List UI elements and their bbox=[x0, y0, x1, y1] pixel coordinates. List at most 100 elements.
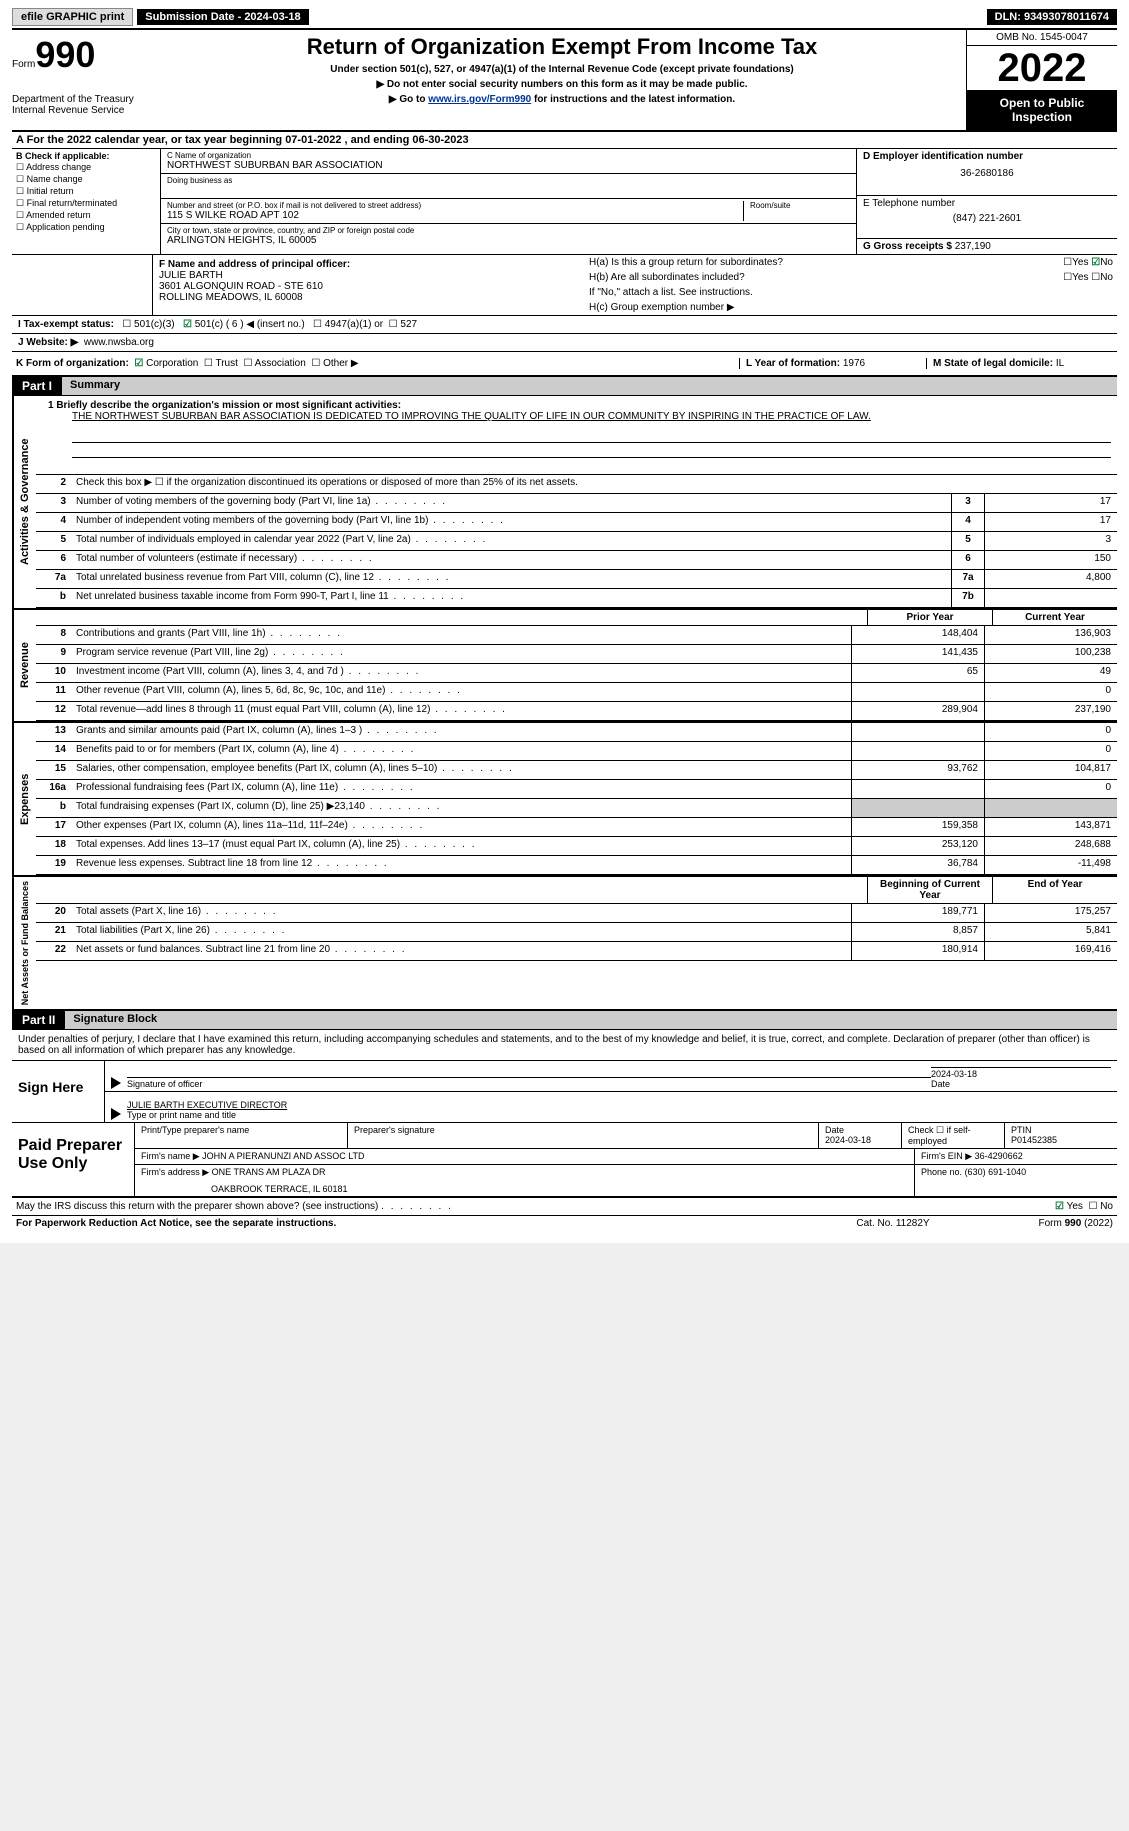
h-b-note: If "No," attach a list. See instructions… bbox=[585, 285, 1117, 300]
line-20: 20Total assets (Part X, line 16)189,7711… bbox=[36, 904, 1117, 923]
side-revenue: Revenue bbox=[12, 610, 36, 721]
paperwork-notice: For Paperwork Reduction Act Notice, see … bbox=[16, 1218, 813, 1229]
officer-addr1: 3601 ALGONQUIN ROAD - STE 610 bbox=[159, 281, 579, 292]
line-21: 21Total liabilities (Part X, line 26)8,8… bbox=[36, 923, 1117, 942]
city-cell: City or town, state or province, country… bbox=[161, 224, 856, 248]
h-b-row: H(b) Are all subordinates included? ☐Yes… bbox=[585, 270, 1117, 285]
header-mid: Return of Organization Exempt From Incom… bbox=[158, 30, 966, 130]
col-c-org-info: C Name of organization NORTHWEST SUBURBA… bbox=[161, 149, 856, 254]
city-state-zip: ARLINGTON HEIGHTS, IL 60005 bbox=[167, 235, 850, 246]
part-1-header-row: Part I Summary bbox=[12, 377, 1117, 396]
top-bar: efile GRAPHIC print Submission Date - 20… bbox=[12, 8, 1117, 26]
form-number: 990 bbox=[35, 34, 95, 75]
efile-print-button[interactable]: efile GRAPHIC print bbox=[12, 8, 133, 26]
row-j-website: J Website: ▶ www.nwsba.org bbox=[12, 334, 1117, 352]
line-3: 3Number of voting members of the governi… bbox=[36, 494, 1117, 513]
irs-label: Internal Revenue Service bbox=[12, 105, 152, 116]
gross-receipts: 237,190 bbox=[955, 241, 991, 252]
org-name: NORTHWEST SUBURBAN BAR ASSOCIATION bbox=[167, 160, 850, 171]
check-address-change[interactable]: ☐ Address change bbox=[16, 162, 156, 173]
netassets-section: Net Assets or Fund Balances Beginning of… bbox=[12, 875, 1117, 1009]
arrow-icon bbox=[111, 1077, 121, 1089]
side-expenses: Expenses bbox=[12, 723, 36, 875]
line-16a: 16aProfessional fundraising fees (Part I… bbox=[36, 780, 1117, 799]
part-2-header-row: Part II Signature Block bbox=[12, 1009, 1117, 1030]
check-final-return[interactable]: ☐ Final return/terminated bbox=[16, 198, 156, 209]
paid-preparer-label: Paid Preparer Use Only bbox=[12, 1123, 134, 1196]
line-2: 2 Check this box ▶ ☐ if the organization… bbox=[36, 475, 1117, 494]
dept-treasury: Department of the Treasury bbox=[12, 94, 152, 105]
row-fh: F Name and address of principal officer:… bbox=[12, 255, 1117, 316]
paid-preparer-block: Paid Preparer Use Only Print/Type prepar… bbox=[12, 1123, 1117, 1198]
check-app-pending[interactable]: ☐ Application pending bbox=[16, 222, 156, 233]
h-a-row: H(a) Is this a group return for subordin… bbox=[585, 255, 1117, 270]
line-6: 6Total number of volunteers (estimate if… bbox=[36, 551, 1117, 570]
part-2-title: Signature Block bbox=[65, 1011, 1117, 1029]
perjury-declaration: Under penalties of perjury, I declare th… bbox=[12, 1030, 1117, 1060]
side-activities: Activities & Governance bbox=[12, 396, 36, 608]
arrow-icon bbox=[111, 1108, 121, 1120]
check-amended[interactable]: ☐ Amended return bbox=[16, 210, 156, 221]
form-header: Form990 Department of the Treasury Inter… bbox=[12, 28, 1117, 132]
form-990-page: efile GRAPHIC print Submission Date - 20… bbox=[0, 0, 1129, 1243]
prior-current-header: Prior Year Current Year bbox=[36, 610, 1117, 626]
dba-cell: Doing business as bbox=[161, 174, 856, 199]
form-label: Form bbox=[12, 59, 35, 70]
line-10: 10Investment income (Part VIII, column (… bbox=[36, 664, 1117, 683]
sign-here-block: Sign Here Signature of officer 2024-03-1… bbox=[12, 1060, 1117, 1123]
line-15: 15Salaries, other compensation, employee… bbox=[36, 761, 1117, 780]
officer-sig-line: Signature of officer 2024-03-18Date bbox=[105, 1061, 1117, 1092]
gross-cell: G Gross receipts $ 237,190 bbox=[857, 239, 1117, 254]
omb-number: OMB No. 1545-0047 bbox=[967, 30, 1117, 46]
line-b: bNet unrelated business taxable income f… bbox=[36, 589, 1117, 608]
goto-note: ▶ Go to www.irs.gov/Form990 for instruct… bbox=[166, 94, 958, 105]
line-19: 19Revenue less expenses. Subtract line 1… bbox=[36, 856, 1117, 875]
expenses-section: Expenses 13Grants and similar amounts pa… bbox=[12, 721, 1117, 875]
line-8: 8Contributions and grants (Part VIII, li… bbox=[36, 626, 1117, 645]
phone-cell: E Telephone number (847) 221-2601 bbox=[857, 196, 1117, 239]
row-i-tax-exempt: I Tax-exempt status: ☐ 501(c)(3) ☑ 501(c… bbox=[12, 316, 1117, 334]
part-2-label: Part II bbox=[12, 1011, 65, 1029]
street-address: 115 S WILKE ROAD APT 102 bbox=[167, 210, 743, 221]
check-initial-return[interactable]: ☐ Initial return bbox=[16, 186, 156, 197]
h-c-row: H(c) Group exemption number ▶ bbox=[585, 300, 1117, 315]
activities-section: Activities & Governance 1 Briefly descri… bbox=[12, 396, 1117, 608]
row-a-calendar-year: A For the 2022 calendar year, or tax yea… bbox=[12, 132, 1117, 149]
line-14: 14Benefits paid to or for members (Part … bbox=[36, 742, 1117, 761]
line-4: 4Number of independent voting members of… bbox=[36, 513, 1117, 532]
check-name-change[interactable]: ☐ Name change bbox=[16, 174, 156, 185]
prep-row-3: Firm's address ▶ ONE TRANS AM PLAZA DR O… bbox=[135, 1165, 1117, 1196]
row-k-form-org: K Form of organization: ☑ Corporation ☐ … bbox=[12, 352, 1117, 377]
col-b-checkboxes: B Check if applicable: ☐ Address change … bbox=[12, 149, 161, 254]
ssn-note: ▶ Do not enter social security numbers o… bbox=[166, 79, 958, 90]
col-b-title: B Check if applicable: bbox=[16, 151, 156, 161]
form-subtitle: Under section 501(c), 527, or 4947(a)(1)… bbox=[166, 64, 958, 75]
line-12: 12Total revenue—add lines 8 through 11 (… bbox=[36, 702, 1117, 721]
address-cell: Number and street (or P.O. box if mail i… bbox=[161, 199, 856, 224]
prep-row-1: Print/Type preparer's name Preparer's si… bbox=[135, 1123, 1117, 1149]
discuss-row: May the IRS discuss this return with the… bbox=[12, 1198, 1117, 1215]
open-inspection: Open to Public Inspection bbox=[967, 90, 1117, 130]
ein-cell: D Employer identification number 36-2680… bbox=[857, 149, 1117, 196]
mission-text: THE NORTHWEST SUBURBAN BAR ASSOCIATION I… bbox=[72, 411, 1111, 422]
ein-value: 36-2680186 bbox=[863, 168, 1111, 179]
prep-row-2: Firm's name ▶ JOHN A PIERANUNZI AND ASSO… bbox=[135, 1149, 1117, 1165]
col-f-officer: F Name and address of principal officer:… bbox=[152, 255, 585, 315]
officer-name-line: JULIE BARTH EXECUTIVE DIRECTOR Type or p… bbox=[105, 1092, 1117, 1122]
form-footer: Form 990 (2022) bbox=[973, 1218, 1113, 1229]
line-7a: 7aTotal unrelated business revenue from … bbox=[36, 570, 1117, 589]
section-bcd: B Check if applicable: ☐ Address change … bbox=[12, 149, 1117, 255]
col-h-group: H(a) Is this a group return for subordin… bbox=[585, 255, 1117, 315]
part-1-title: Summary bbox=[62, 377, 1117, 395]
irs-link[interactable]: www.irs.gov/Form990 bbox=[428, 94, 531, 105]
dln-number: DLN: 93493078011674 bbox=[987, 9, 1117, 25]
line-1-block: 1 Briefly describe the organization's mi… bbox=[36, 396, 1117, 475]
form-title: Return of Organization Exempt From Incom… bbox=[166, 34, 958, 60]
header-left: Form990 Department of the Treasury Inter… bbox=[12, 30, 158, 130]
side-netassets: Net Assets or Fund Balances bbox=[12, 877, 36, 1009]
line-11: 11Other revenue (Part VIII, column (A), … bbox=[36, 683, 1117, 702]
line-5: 5Total number of individuals employed in… bbox=[36, 532, 1117, 551]
line-b: bTotal fundraising expenses (Part IX, co… bbox=[36, 799, 1117, 818]
submission-date: Submission Date - 2024-03-18 bbox=[137, 9, 308, 25]
part-1-label: Part I bbox=[12, 377, 62, 395]
